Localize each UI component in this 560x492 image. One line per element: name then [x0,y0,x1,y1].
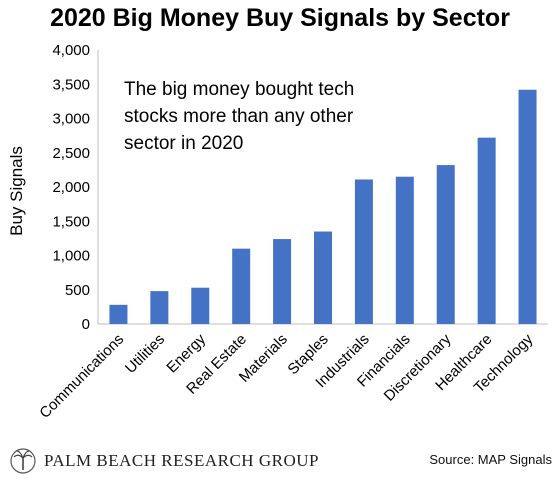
y-tick-label: 1,500 [52,213,90,230]
y-tick-label: 2,000 [52,179,90,196]
bar-industrials [354,179,373,324]
y-tick-label: 1,000 [52,248,90,265]
bar-financials [395,176,414,324]
bar-staples [314,231,332,324]
y-tick-label: 3,500 [52,76,90,93]
bar-energy [191,287,210,324]
brand-logo: PALM BEACH RESEARCH GROUP [10,444,319,478]
y-axis-label: Buy Signals [7,146,26,236]
chart-annotation-line: The big money bought tech [124,79,354,100]
x-tick-label: Utilities [122,331,168,377]
source-note: Source: MAP Signals [429,452,552,467]
chart-annotation-line: stocks more than any other [124,106,354,127]
bar-healthcare [477,137,496,324]
x-tick-label: Communications [36,331,127,422]
bar-technology [518,89,537,324]
bar-communications [109,304,128,324]
y-tick-label: 4,000 [52,42,90,59]
bar-materials [273,239,292,324]
palm-tree-icon [10,448,36,474]
bar-real-estate [232,248,251,324]
y-tick-label: 3,000 [52,111,90,128]
brand-name: PALM BEACH RESEARCH GROUP [44,451,319,470]
chart-title: 2020 Big Money Buy Signals by Sector [50,4,510,32]
y-tick-label: 500 [65,282,90,299]
y-tick-label: 0 [82,316,90,333]
y-tick-label: 2,500 [52,145,90,162]
bar-discretionary [436,165,455,324]
chart-annotation-line: sector in 2020 [124,133,243,154]
bar-utilities [150,291,169,324]
